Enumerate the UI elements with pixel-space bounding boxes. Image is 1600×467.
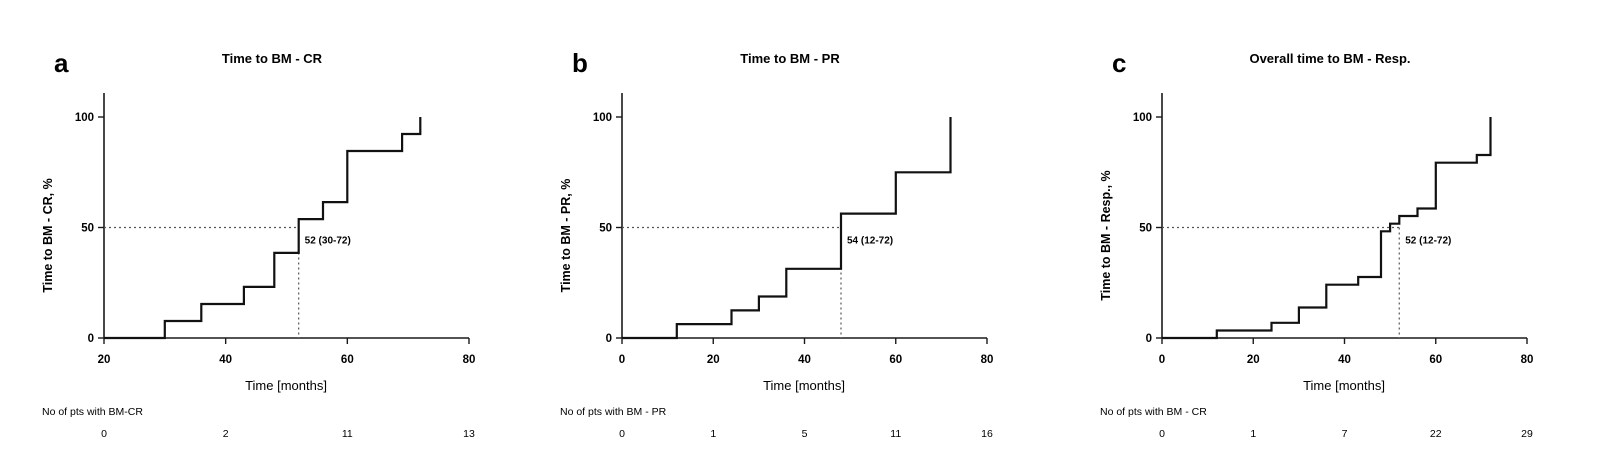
median-annotation: 52 (12-72) [1405, 236, 1451, 247]
risk-table-count: 0 [101, 428, 107, 440]
risk-table-count: 7 [1342, 428, 1348, 440]
risk-table-label: No of pts with BM - PR [560, 406, 667, 418]
risk-table-count: 5 [802, 428, 808, 440]
chart-title: Time to BM - PR [740, 51, 840, 66]
panel-letter: c [1112, 48, 1126, 78]
x-tick-label: 40 [798, 354, 811, 366]
risk-table-count: 11 [890, 428, 901, 440]
panel-a: a Time to BM - CR 0 50 100 20 40 60 80 Time to BM… [0, 0, 540, 467]
x-tick-label: 0 [619, 354, 625, 366]
risk-table-label: No of pts with BM - CR [1100, 406, 1207, 418]
x-tick-label: 40 [219, 354, 232, 366]
risk-table-count: 11 [342, 428, 353, 440]
risk-table-count: 0 [619, 428, 625, 440]
risk-table-count: 13 [463, 428, 475, 440]
x-tick-label: 60 [1429, 354, 1442, 366]
chart-title: Overall time to BM - Resp. [1249, 51, 1410, 66]
risk-table-count: 16 [981, 428, 993, 440]
risk-table-count: 29 [1521, 428, 1533, 440]
risk-table-count: 22 [1430, 428, 1442, 440]
panel-b: b Time to BM - PR 0 50 100 0 20 40 60 80 Time to B… [532, 0, 1072, 467]
y-axis-label: Time to BM - PR, % [559, 179, 573, 293]
y-tick-label: 50 [599, 223, 612, 235]
y-tick-label: 100 [75, 112, 94, 124]
chart-title: Time to BM - CR [222, 51, 323, 66]
risk-table-count: 1 [710, 428, 716, 440]
x-tick-label: 80 [463, 354, 476, 366]
y-tick-label: 50 [1139, 223, 1152, 235]
x-tick-label: 20 [98, 354, 111, 366]
y-tick-label: 100 [593, 112, 612, 124]
risk-table-count: 2 [223, 428, 229, 440]
y-axis-label: Time to BM - CR, % [41, 178, 55, 292]
y-tick-label: 50 [81, 223, 94, 235]
y-tick-label: 0 [1146, 333, 1152, 345]
x-tick-label: 20 [1247, 354, 1260, 366]
risk-table-label: No of pts with BM-CR [42, 406, 143, 418]
chart-svg: c Overall time to BM - Resp. 0 50 100 0 20 40 60… [1099, 48, 1534, 440]
panel-c: c Overall time to BM - Resp. 0 50 100 0 20 40 60… [1066, 0, 1600, 467]
risk-table-count: 0 [1159, 428, 1165, 440]
y-tick-label: 100 [1133, 112, 1152, 124]
y-tick-label: 0 [606, 333, 612, 345]
x-tick-label: 60 [889, 354, 902, 366]
x-tick-label: 60 [341, 354, 354, 366]
x-axis-label: Time [months] [1303, 378, 1385, 393]
y-axis-label: Time to BM - Resp., % [1099, 170, 1113, 300]
panel-letter: a [54, 48, 69, 78]
x-tick-label: 0 [1159, 354, 1165, 366]
median-annotation: 52 (30-72) [305, 236, 351, 247]
risk-table-count: 1 [1250, 428, 1256, 440]
x-tick-label: 80 [981, 354, 994, 366]
y-tick-label: 0 [88, 333, 94, 345]
cumulative-step-line [1162, 117, 1492, 340]
cumulative-step-line [104, 117, 422, 340]
x-axis-label: Time [months] [245, 378, 327, 393]
x-tick-label: 80 [1521, 354, 1534, 366]
x-tick-label: 40 [1338, 354, 1351, 366]
median-annotation: 54 (12-72) [847, 236, 893, 247]
panel-letter: b [572, 48, 588, 78]
cumulative-step-line [622, 117, 952, 340]
x-tick-label: 20 [707, 354, 720, 366]
x-axis-label: Time [months] [763, 378, 845, 393]
